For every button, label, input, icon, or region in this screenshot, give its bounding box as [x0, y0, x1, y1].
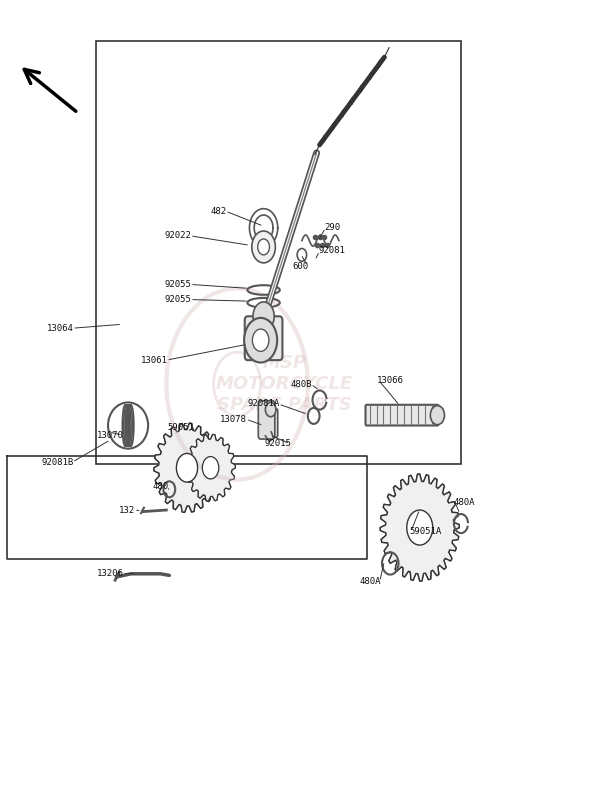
Text: 13078: 13078	[220, 414, 247, 424]
FancyBboxPatch shape	[365, 405, 439, 426]
Polygon shape	[380, 474, 459, 581]
Text: 92055: 92055	[164, 295, 191, 304]
Text: 13061: 13061	[141, 356, 168, 365]
Circle shape	[265, 402, 276, 417]
Text: 92015: 92015	[265, 439, 291, 448]
Circle shape	[256, 326, 271, 346]
Text: 92081A: 92081A	[247, 399, 279, 409]
Text: 13206: 13206	[96, 570, 123, 578]
Text: 13064: 13064	[46, 324, 73, 333]
Circle shape	[252, 329, 269, 351]
Circle shape	[258, 239, 269, 255]
Text: 92081: 92081	[318, 246, 345, 255]
Text: 480B: 480B	[291, 379, 312, 389]
Circle shape	[202, 457, 219, 479]
Text: 480A: 480A	[454, 498, 475, 506]
Circle shape	[244, 318, 277, 362]
Text: 92081B: 92081B	[41, 458, 73, 466]
FancyBboxPatch shape	[258, 401, 275, 439]
Text: 290: 290	[324, 223, 340, 232]
Text: 92022: 92022	[164, 231, 191, 240]
Polygon shape	[186, 434, 235, 501]
Text: 480A: 480A	[359, 578, 381, 586]
FancyBboxPatch shape	[263, 409, 278, 438]
Circle shape	[253, 302, 274, 330]
Text: 92055: 92055	[164, 280, 191, 289]
Text: 13070: 13070	[96, 430, 123, 439]
Text: 482: 482	[210, 206, 227, 215]
Circle shape	[430, 406, 445, 425]
Circle shape	[407, 510, 433, 545]
Polygon shape	[154, 423, 220, 512]
Text: 59051: 59051	[167, 423, 194, 433]
Text: 132: 132	[119, 506, 135, 514]
Text: 480: 480	[153, 482, 169, 490]
Text: 59051A: 59051A	[410, 527, 442, 536]
Circle shape	[252, 231, 275, 263]
Text: MSP
MOTORCYCLE
SPARE PARTS: MSP MOTORCYCLE SPARE PARTS	[215, 354, 353, 414]
Circle shape	[176, 454, 198, 482]
Text: 13066: 13066	[377, 375, 404, 385]
FancyBboxPatch shape	[244, 316, 282, 360]
Text: 600: 600	[293, 262, 309, 270]
